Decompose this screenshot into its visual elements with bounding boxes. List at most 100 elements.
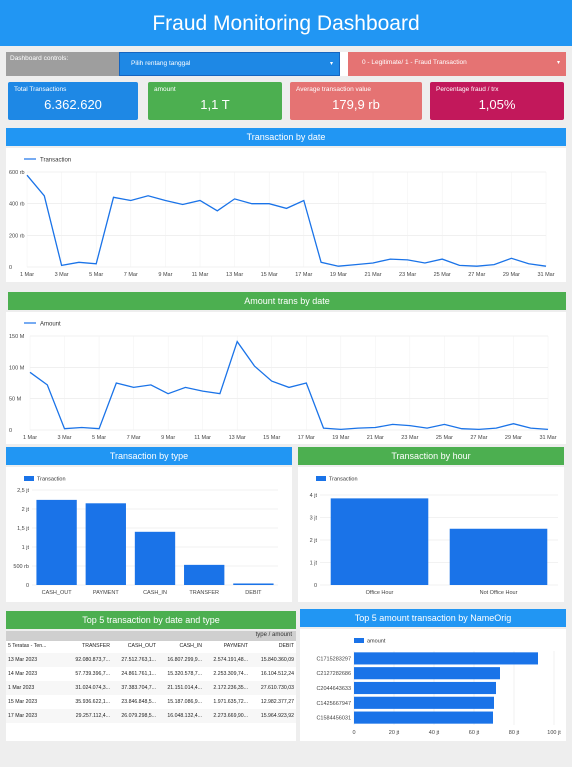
x-tick-label: 0 — [352, 730, 355, 736]
fraud-filter-dropdown[interactable]: 0 - Legitimate/ 1 - Fraud Transaction ▾ — [348, 52, 566, 76]
table-cell: 26.079.298,5... — [121, 713, 156, 719]
kpi-label: Total Transactions — [14, 86, 67, 93]
bar — [354, 711, 493, 724]
y-tick-label: 500 rb — [13, 564, 29, 570]
y-tick-label: C1584456031 — [316, 716, 351, 722]
x-tick-label: Office Hour — [366, 590, 394, 596]
x-tick-label: CASH_OUT — [42, 590, 73, 596]
y-tick-label: 200 rb — [9, 233, 25, 239]
table-cell: 2.253.309,74... — [213, 671, 248, 677]
table-column-header[interactable]: 5 Teratas - Ten... — [8, 643, 47, 649]
x-tick-label: 80 jt — [509, 730, 520, 736]
legend-swatch — [24, 476, 34, 481]
date-range-picker[interactable]: Pilih rentang tanggal ▾ — [119, 52, 340, 76]
kpi-amount: amount 1,1 T — [148, 82, 282, 120]
legend-label: Amount — [40, 322, 61, 328]
kpi-label: amount — [154, 86, 176, 93]
y-tick-label: 2 jt — [22, 507, 30, 513]
y-tick-label: 0 — [9, 265, 12, 271]
x-tick-label: 27 Mar — [468, 272, 485, 278]
chevron-down-icon: ▾ — [556, 60, 560, 66]
trans-by-type-chart: Transaction 0 500 rb 1 jt 1,5 jt 2 jt 2,5 jt CA… — [13, 476, 278, 596]
dashboard-title: Fraud Monitoring Dashboard — [0, 0, 572, 46]
x-tick-label: 17 Mar — [295, 272, 312, 278]
table-cell: 15.964.923,92 — [260, 713, 294, 719]
x-tick-label: 23 Mar — [401, 435, 418, 441]
bar — [233, 583, 274, 585]
y-tick-label: 150 M — [9, 334, 25, 340]
x-tick-label: 17 Mar — [298, 435, 315, 441]
series-line — [26, 174, 547, 267]
table-cell: 31.024.074,3... — [75, 685, 110, 691]
x-tick-label: 60 jt — [469, 730, 480, 736]
x-tick-label: 15 Mar — [263, 435, 280, 441]
table-cell: 21.151.014,4... — [167, 685, 202, 691]
legend-label: Transaction — [40, 158, 71, 164]
x-tick-label: 13 Mar — [229, 435, 246, 441]
x-tick-label: 9 Mar — [158, 272, 172, 278]
fraud-filter-label: 0 - Legitimate/ 1 - Fraud Transaction — [362, 59, 467, 66]
table-cell: 16.104.512,24 — [260, 671, 294, 677]
x-tick-label: 7 Mar — [127, 435, 141, 441]
x-tick-label: 1 Mar — [23, 435, 37, 441]
x-tick-label: 3 Mar — [55, 272, 69, 278]
kpi-value: 1,1 T — [200, 97, 230, 112]
x-tick-label: 40 jt — [429, 730, 440, 736]
table-cell: 12.982.377,27 — [260, 699, 294, 705]
top5-date-type-panel: type / amount 5 Teratas - Ten... TRANSFER… — [6, 631, 296, 741]
table-cell: 1 Mar 2023 — [8, 685, 35, 691]
trans-by-hour-chart: Transaction 0 1 jt 2 jt 3 jt 4 jt Office Hour N… — [310, 476, 558, 596]
table-cell: 1.971.635,72... — [213, 699, 248, 705]
y-tick-label: 100 M — [9, 365, 25, 371]
x-tick-label: 19 Mar — [330, 272, 347, 278]
y-tick-label: 400 rb — [9, 202, 25, 208]
amount-by-date-panel: Amount 0 50 M 100 M 150 M 1 Mar 3 Mar 5 Mar 7 Ma… — [6, 312, 566, 444]
table-column-header[interactable]: CASH_OUT — [127, 643, 156, 649]
section-title-top5-nameorig: Top 5 amount transaction by NameOrig — [300, 609, 566, 627]
x-tick-label: 9 Mar — [161, 435, 175, 441]
x-tick-label: 13 Mar — [226, 272, 243, 278]
bar — [354, 681, 496, 695]
y-tick-label: 0 — [26, 583, 29, 589]
x-tick-label: 31 Mar — [537, 272, 554, 278]
section-title-trans-by-type: Transaction by type — [6, 447, 292, 465]
bar — [330, 498, 429, 585]
y-tick-label: C1715283297 — [316, 656, 351, 662]
kpi-average-transaction: Average transaction value 179,9 rb — [290, 82, 422, 120]
bar — [354, 667, 500, 680]
table-cell: 16.048.132,4... — [167, 713, 202, 719]
trans-by-date-chart: Transaction 0 200 rb 400 rb 600 rb 1 Mar 3 Mar… — [9, 158, 555, 279]
bar — [449, 528, 548, 585]
top5-nameorig-chart: amount 0 20 jt 40 jt 60 jt 80 jt 100 jt C171528… — [316, 638, 561, 736]
y-tick-label: C1425667947 — [316, 701, 351, 707]
y-tick-label: 50 M — [9, 397, 22, 403]
trans-by-type-panel: Transaction 0 500 rb 1 jt 1,5 jt 2 jt 2,5 jt CA… — [6, 467, 292, 602]
y-tick-label: C2127282686 — [316, 671, 351, 677]
y-tick-label: 1 jt — [22, 545, 30, 551]
table-cell: 15.320.578,7... — [167, 671, 202, 677]
table-column-header[interactable]: TRANSFER — [82, 643, 110, 649]
table-column-header[interactable]: PAYMENT — [223, 643, 248, 649]
section-title-amount-by-date: Amount trans by date — [8, 292, 566, 310]
trans-by-hour-panel: Transaction 0 1 jt 2 jt 3 jt 4 jt Office Hour N… — [298, 467, 564, 602]
table-group-header: type / amount — [6, 631, 296, 641]
table-row — [6, 709, 296, 723]
table-cell: 15 Mar 2023 — [8, 699, 38, 705]
y-tick-label: C2044643633 — [316, 686, 351, 692]
amount-by-date-chart: Amount 0 50 M 100 M 150 M 1 Mar 3 Mar 5 Mar 7 Ma… — [9, 322, 557, 442]
top5-nameorig-panel: amount 0 20 jt 40 jt 60 jt 80 jt 100 jt C171528… — [300, 629, 566, 741]
kpi-label: Percentage fraud / trx — [436, 86, 499, 93]
y-tick-label: 2,5 jt — [17, 488, 29, 494]
section-title-trans-by-hour: Transaction by hour — [298, 447, 564, 465]
table-cell: 37.383.704,7... — [121, 685, 156, 691]
table-cell: 29.257.112,4... — [75, 713, 110, 719]
bar — [184, 564, 225, 585]
table-column-header[interactable]: CASH_IN — [179, 643, 203, 649]
x-tick-label: 3 Mar — [58, 435, 72, 441]
x-tick-label: 15 Mar — [261, 272, 278, 278]
table-column-header[interactable]: DEBIT — [278, 643, 294, 649]
kpi-total-transactions: Total Transactions 6.362.620 — [8, 82, 138, 120]
x-tick-label: 11 Mar — [194, 435, 211, 441]
table-group-header-label: type / amount — [255, 632, 292, 638]
x-tick-label: 21 Mar — [364, 272, 381, 278]
